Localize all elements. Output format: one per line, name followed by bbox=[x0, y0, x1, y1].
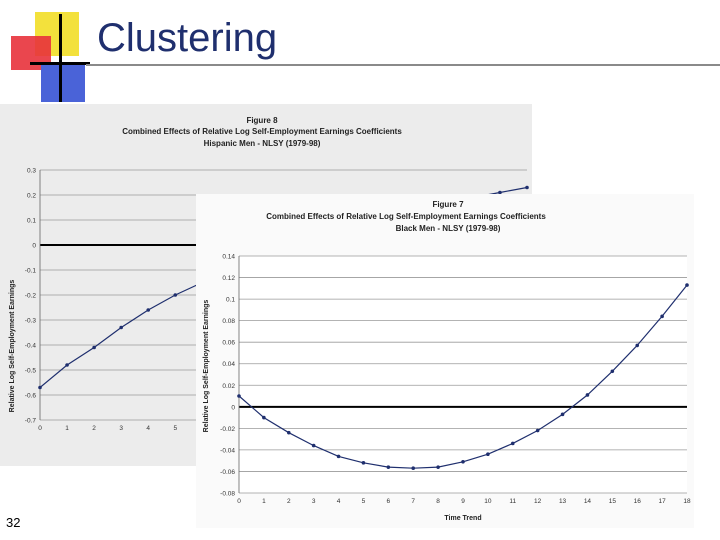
y-tick-label: 0 bbox=[231, 404, 235, 411]
data-point bbox=[237, 394, 241, 398]
data-point bbox=[685, 283, 689, 287]
x-tick-label: 5 bbox=[173, 425, 177, 432]
data-point bbox=[92, 345, 96, 350]
y-tick-label: 0 bbox=[32, 243, 36, 250]
y-tick-label: 0.04 bbox=[222, 361, 235, 368]
data-point bbox=[635, 343, 640, 348]
x-tick-label: 12 bbox=[534, 498, 542, 505]
plot-area bbox=[239, 256, 687, 493]
x-tick-label: 0 bbox=[38, 425, 42, 432]
y-tick-label: -0.2 bbox=[25, 293, 37, 300]
x-tick-label: 4 bbox=[337, 498, 341, 505]
chart-figure-label: Figure 7 bbox=[432, 200, 464, 209]
y-tick-label: 0.2 bbox=[27, 193, 36, 200]
x-tick-label: 5 bbox=[362, 498, 366, 505]
data-point bbox=[610, 369, 615, 374]
x-tick-label: 8 bbox=[436, 498, 440, 505]
x-tick-label: 1 bbox=[65, 425, 69, 432]
data-point bbox=[262, 415, 266, 420]
y-axis-label: Relative Log Self-Employment Earnings bbox=[203, 300, 210, 433]
x-tick-label: 6 bbox=[387, 498, 391, 505]
y-tick-label: -0.3 bbox=[25, 318, 37, 325]
x-tick-label: 13 bbox=[559, 498, 567, 505]
x-tick-label: 11 bbox=[509, 498, 516, 505]
y-tick-label: -0.02 bbox=[220, 426, 235, 433]
chart-subtitle: Hispanic Men - NLSY (1979-98) bbox=[204, 139, 321, 148]
x-tick-label: 3 bbox=[119, 425, 123, 432]
x-tick-label: 17 bbox=[658, 498, 666, 505]
chart-figure-label: Figure 8 bbox=[246, 116, 278, 125]
x-tick-label: 2 bbox=[92, 425, 96, 432]
data-point bbox=[486, 452, 490, 457]
chart-title: Combined Effects of Relative Log Self-Em… bbox=[266, 212, 546, 221]
y-tick-label: -0.5 bbox=[25, 368, 37, 375]
figure-7-chart: Figure 7 Combined Effects of Relative Lo… bbox=[203, 200, 691, 522]
y-tick-label: -0.1 bbox=[25, 268, 37, 275]
data-point bbox=[361, 461, 366, 465]
figure-7-image: Figure 7 Combined Effects of Relative Lo… bbox=[196, 194, 694, 528]
y-tick-label: -0.08 bbox=[220, 491, 235, 498]
y-axis-label: Relative Log Self-Employment Earnings bbox=[9, 280, 16, 413]
data-point bbox=[436, 465, 440, 469]
y-tick-label: -0.4 bbox=[25, 343, 37, 350]
x-axis-label: Time Trend bbox=[444, 515, 481, 522]
y-tick-label: 0.06 bbox=[222, 340, 235, 347]
data-point bbox=[498, 190, 502, 195]
x-tick-label: 2 bbox=[287, 498, 291, 505]
y-tick-label: -0.6 bbox=[25, 393, 37, 400]
y-tick-label: -0.7 bbox=[25, 418, 37, 425]
data-point bbox=[286, 430, 291, 435]
data-point bbox=[461, 459, 465, 464]
x-tick-label: 1 bbox=[262, 498, 266, 505]
x-tick-label: 9 bbox=[461, 498, 465, 505]
slide-title: Clustering bbox=[97, 16, 278, 60]
y-tick-label: 0.12 bbox=[222, 275, 235, 282]
data-point bbox=[510, 441, 515, 446]
data-point bbox=[38, 385, 42, 390]
data-point bbox=[336, 454, 341, 459]
y-tick-label: -0.06 bbox=[220, 469, 235, 476]
decorative-vertical-line bbox=[59, 14, 62, 102]
y-tick-label: 0.3 bbox=[27, 168, 36, 175]
data-point bbox=[660, 314, 664, 319]
y-tick-label: 0.08 bbox=[222, 318, 235, 325]
data-point bbox=[119, 325, 123, 330]
x-tick-label: 10 bbox=[484, 498, 492, 505]
x-tick-label: 0 bbox=[237, 498, 241, 505]
chart-subtitle: Black Men - NLSY (1979-98) bbox=[396, 224, 501, 233]
x-tick-label: 15 bbox=[609, 498, 617, 505]
data-point bbox=[585, 393, 590, 397]
data-point bbox=[560, 412, 565, 417]
x-tick-label: 18 bbox=[683, 498, 691, 505]
data-point bbox=[311, 443, 316, 448]
data-point bbox=[146, 308, 151, 312]
data-point bbox=[65, 363, 69, 367]
y-tick-label: 0.14 bbox=[222, 254, 235, 261]
decorative-blue-square bbox=[41, 64, 85, 102]
x-tick-label: 14 bbox=[584, 498, 592, 505]
data-point bbox=[525, 185, 529, 190]
slide-number: 32 bbox=[6, 515, 21, 530]
data-point bbox=[411, 466, 416, 471]
title-underline bbox=[86, 64, 720, 66]
x-tick-label: 16 bbox=[634, 498, 642, 505]
x-tick-label: 3 bbox=[312, 498, 316, 505]
y-tick-label: -0.04 bbox=[220, 447, 235, 454]
y-tick-label: 0.02 bbox=[222, 383, 235, 390]
x-tick-label: 7 bbox=[411, 498, 415, 505]
decorative-horizontal-line bbox=[30, 62, 90, 65]
y-tick-label: 0.1 bbox=[226, 297, 235, 304]
data-point bbox=[173, 293, 178, 297]
chart-title: Combined Effects of Relative Log Self-Em… bbox=[122, 127, 402, 136]
data-point bbox=[386, 465, 391, 469]
data-point bbox=[535, 428, 540, 433]
y-tick-label: 0.1 bbox=[27, 218, 36, 225]
x-tick-label: 4 bbox=[146, 425, 150, 432]
